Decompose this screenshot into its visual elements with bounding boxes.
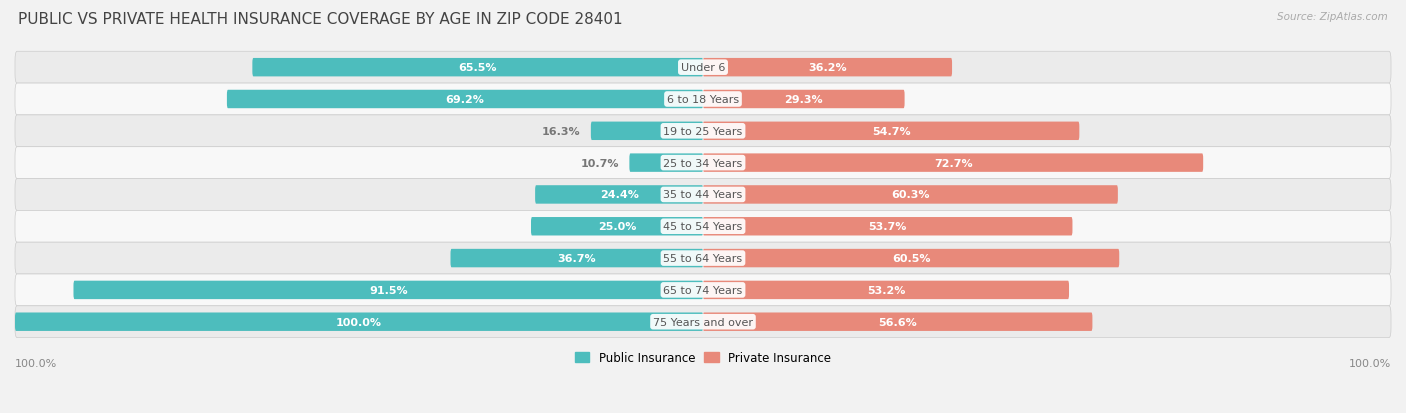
Text: 19 to 25 Years: 19 to 25 Years: [664, 126, 742, 136]
Text: Under 6: Under 6: [681, 63, 725, 73]
FancyBboxPatch shape: [15, 147, 1391, 179]
FancyBboxPatch shape: [15, 242, 1391, 274]
Text: 35 to 44 Years: 35 to 44 Years: [664, 190, 742, 200]
Text: 25 to 34 Years: 25 to 34 Years: [664, 158, 742, 168]
FancyBboxPatch shape: [15, 179, 1391, 211]
FancyBboxPatch shape: [703, 154, 1204, 173]
Text: 24.4%: 24.4%: [599, 190, 638, 200]
Text: 56.6%: 56.6%: [879, 317, 917, 327]
FancyBboxPatch shape: [531, 218, 703, 236]
Text: 53.2%: 53.2%: [868, 285, 905, 295]
Text: 100.0%: 100.0%: [336, 317, 382, 327]
FancyBboxPatch shape: [15, 211, 1391, 242]
FancyBboxPatch shape: [15, 306, 1391, 338]
Text: 75 Years and over: 75 Years and over: [652, 317, 754, 327]
FancyBboxPatch shape: [73, 281, 703, 299]
Legend: Public Insurance, Private Insurance: Public Insurance, Private Insurance: [571, 347, 835, 369]
FancyBboxPatch shape: [15, 274, 1391, 306]
Text: Source: ZipAtlas.com: Source: ZipAtlas.com: [1277, 12, 1388, 22]
Text: 60.3%: 60.3%: [891, 190, 929, 200]
Text: 25.0%: 25.0%: [598, 222, 636, 232]
FancyBboxPatch shape: [15, 52, 1391, 84]
FancyBboxPatch shape: [630, 154, 703, 173]
Text: 45 to 54 Years: 45 to 54 Years: [664, 222, 742, 232]
Text: 16.3%: 16.3%: [541, 126, 581, 136]
Text: 100.0%: 100.0%: [15, 358, 58, 368]
Text: 6 to 18 Years: 6 to 18 Years: [666, 95, 740, 105]
FancyBboxPatch shape: [703, 313, 1092, 331]
Text: 60.5%: 60.5%: [891, 254, 931, 263]
Text: 55 to 64 Years: 55 to 64 Years: [664, 254, 742, 263]
Text: 72.7%: 72.7%: [934, 158, 973, 168]
FancyBboxPatch shape: [703, 281, 1069, 299]
Text: 53.7%: 53.7%: [869, 222, 907, 232]
FancyBboxPatch shape: [15, 84, 1391, 116]
Text: 100.0%: 100.0%: [1348, 358, 1391, 368]
FancyBboxPatch shape: [703, 218, 1073, 236]
FancyBboxPatch shape: [226, 90, 703, 109]
Text: 54.7%: 54.7%: [872, 126, 911, 136]
FancyBboxPatch shape: [703, 186, 1118, 204]
Text: PUBLIC VS PRIVATE HEALTH INSURANCE COVERAGE BY AGE IN ZIP CODE 28401: PUBLIC VS PRIVATE HEALTH INSURANCE COVER…: [18, 12, 623, 27]
Text: 36.7%: 36.7%: [557, 254, 596, 263]
FancyBboxPatch shape: [703, 59, 952, 77]
FancyBboxPatch shape: [252, 59, 703, 77]
FancyBboxPatch shape: [15, 116, 1391, 147]
FancyBboxPatch shape: [536, 186, 703, 204]
Text: 65.5%: 65.5%: [458, 63, 496, 73]
FancyBboxPatch shape: [15, 313, 703, 331]
Text: 36.2%: 36.2%: [808, 63, 846, 73]
Text: 91.5%: 91.5%: [368, 285, 408, 295]
FancyBboxPatch shape: [450, 249, 703, 268]
Text: 65 to 74 Years: 65 to 74 Years: [664, 285, 742, 295]
FancyBboxPatch shape: [703, 249, 1119, 268]
Text: 69.2%: 69.2%: [446, 95, 485, 105]
FancyBboxPatch shape: [591, 122, 703, 141]
FancyBboxPatch shape: [703, 90, 904, 109]
FancyBboxPatch shape: [703, 122, 1080, 141]
Text: 29.3%: 29.3%: [785, 95, 823, 105]
Text: 10.7%: 10.7%: [581, 158, 619, 168]
